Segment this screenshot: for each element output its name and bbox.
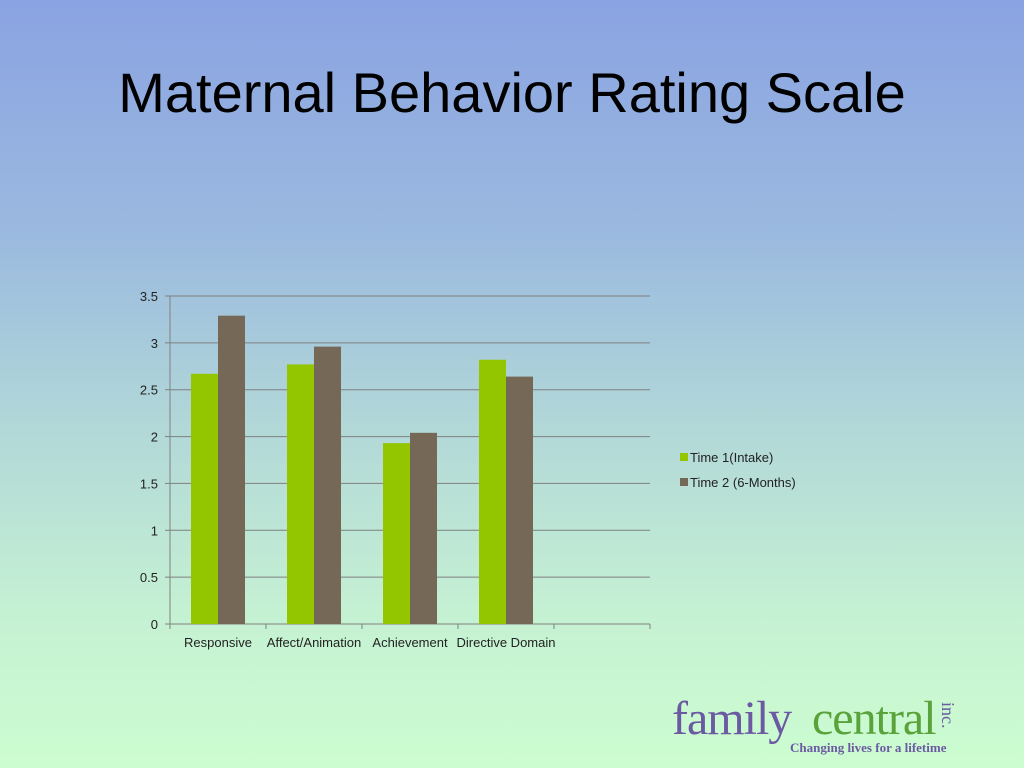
- bar-2: [314, 346, 341, 624]
- x-category-label: Responsive: [184, 635, 252, 650]
- legend: Time 1(Intake) Time 2 (6-Months): [680, 450, 796, 490]
- y-tick-label: 0: [151, 617, 158, 632]
- legend-label: Time 2 (6-Months): [690, 475, 796, 490]
- bar-2: [218, 315, 245, 624]
- bar-1: [383, 443, 410, 624]
- bar-2: [410, 432, 437, 624]
- bar-1: [191, 373, 218, 624]
- legend-swatch: [680, 453, 688, 461]
- logo-word-family: family: [672, 692, 792, 745]
- familycentral-logo: family central inc. Changing lives for a…: [672, 692, 992, 762]
- y-tick-label: 3: [151, 336, 158, 351]
- logo-word-central: central: [812, 692, 937, 745]
- y-tick-label: 1.5: [140, 476, 158, 491]
- logo-tagline: Changing lives for a lifetime: [790, 740, 947, 755]
- y-axis-ticks: 0 0.5 1 1.5 2 2.5 3 3.5: [140, 289, 158, 632]
- x-category-label: Directive Domain: [457, 635, 556, 650]
- y-tick-label: 0.5: [140, 570, 158, 585]
- y-tick-label: 1: [151, 523, 158, 538]
- bar-2: [506, 376, 533, 624]
- logo-inc: inc.: [938, 702, 958, 729]
- y-tick-label: 3.5: [140, 289, 158, 304]
- slide-title: Maternal Behavior Rating Scale: [118, 61, 906, 124]
- x-category-label: Achievement: [372, 635, 448, 650]
- legend-swatch: [680, 478, 688, 486]
- bar-1: [287, 364, 314, 624]
- y-tick-label: 2: [151, 430, 158, 445]
- x-axis-categories: Responsive Affect/Animation Achievement Dir…: [184, 635, 555, 650]
- y-tick-label: 2.5: [140, 383, 158, 398]
- bars: [191, 315, 533, 624]
- bar-1: [479, 359, 506, 624]
- x-category-label: Affect/Animation: [267, 635, 361, 650]
- legend-label: Time 1(Intake): [690, 450, 773, 465]
